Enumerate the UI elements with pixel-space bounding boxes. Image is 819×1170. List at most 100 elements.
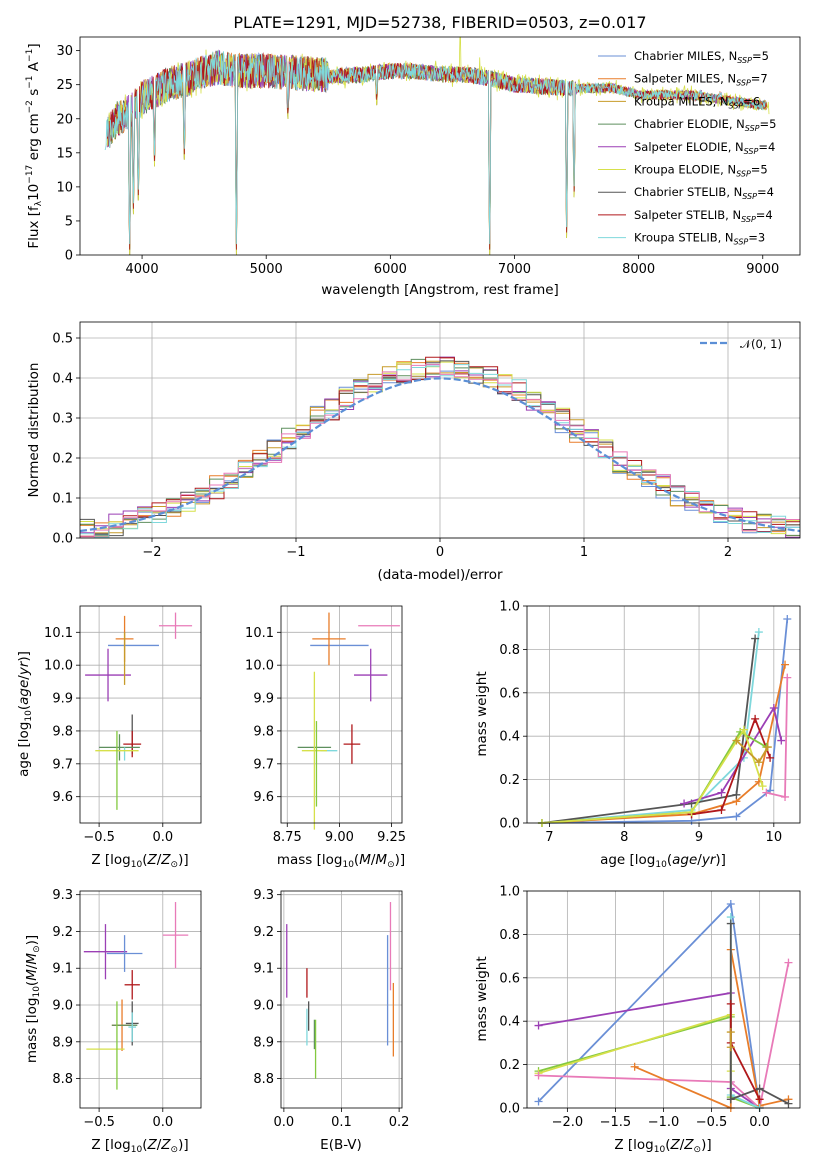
age-vs-mass-errorbar-point: [301, 671, 327, 830]
mass-weight-vs-z-axes-frame: [526, 890, 801, 1109]
spectrum-x-tick-label: 8000: [622, 262, 655, 277]
age-vs-mass-grid: [281, 606, 402, 823]
spectrum-legend-label: Kroupa ELODIE, NSSP=5: [634, 163, 768, 179]
age-vs-z-y-label: age [log10(age/yr)]: [16, 651, 34, 777]
mass-vs-ebv-panel: 0.0 0.1 0.2 8.8 8.9 9.0 9.1 9.2 9.3 E(B-V): [253, 888, 409, 1153]
mass-weight-vs-age-series-marker: [762, 788, 771, 797]
mass-weight-vs-z-series-line: [538, 962, 790, 1110]
mass-vs-z-errorbars: [83, 902, 189, 1090]
age-vs-z-y-tick-label: 9.9: [52, 692, 73, 707]
mass-vs-z-x-tick-label: 0.0: [152, 1115, 173, 1130]
mass-weight-vs-age-y-tick-label: 1.0: [499, 600, 520, 615]
spectrum-legend-label: Kroupa STELIB, NSSP=3: [634, 231, 765, 247]
mass-weight-vs-age-lines: [537, 615, 792, 827]
mass-vs-z-x-label: Z [log10(Z/Z⊙)]: [91, 1137, 188, 1155]
mass-weight-vs-z-y-tick-label: 0.2: [499, 1058, 520, 1073]
mass-weight-vs-age-series-marker: [781, 792, 790, 801]
age-vs-z-y-tick-label: 9.7: [52, 757, 73, 772]
spectrum-legend-label: Salpeter ELODIE, NSSP=4: [634, 140, 775, 156]
mass-weight-vs-age-series-marker: [751, 634, 760, 643]
mass-weight-vs-age-axes-frame: [526, 605, 801, 824]
spectrum-y-label: Flux [fλ10−17 erg cm−2 s−1 A−1]: [25, 43, 44, 248]
mass-weight-vs-age-series-marker: [777, 736, 786, 745]
histogram-y-tick-label: 0.2: [52, 452, 73, 467]
mass-vs-ebv-ticks: 0.0 0.1 0.2 8.8 8.9 9.0 9.1 9.2 9.3: [253, 888, 409, 1130]
mass-weight-vs-z-y-tick-label: 0.6: [499, 971, 520, 986]
mass-vs-z-errorbar-point: [106, 935, 143, 972]
mass-vs-z-errorbar-point: [83, 924, 128, 980]
mass-weight-vs-age-panel: 7 8 9 10 0.0 0.2 0.4 0.6 0.8 1.0 age [log10(age/y…: [474, 600, 801, 870]
mass-weight-vs-z-x-label: Z [log10(Z/Z⊙)]: [614, 1137, 711, 1155]
spectrum-legend-label: Chabrier ELODIE, NSSP=5: [634, 117, 776, 133]
spectrum-y-tick-label: 25: [56, 78, 73, 93]
histogram-series-step: [80, 360, 800, 537]
mass-weight-vs-z-series-marker: [726, 1043, 735, 1052]
age-vs-z-errorbars: [85, 612, 193, 810]
mass-weight-vs-z-series-marker: [534, 1097, 543, 1106]
age-vs-mass-ticks: 8.75 9.00 9.25 9.6 9.7 9.8 9.9 10.0 10.1: [245, 626, 406, 845]
mass-vs-z-errorbar-point: [124, 970, 140, 1000]
mass-weight-vs-z-series-marker: [784, 1099, 793, 1108]
histogram-legend: 𝒩(0, 1): [700, 337, 782, 351]
mass-weight-vs-age-y-tick-label: 0.2: [499, 773, 520, 788]
age-vs-mass-y-tick-label: 10.1: [245, 626, 274, 641]
histogram-x-tick-label: −1: [286, 545, 305, 560]
age-vs-z-y-tick-label: 10.0: [44, 659, 73, 674]
mass-weight-vs-z-series-marker: [534, 1071, 543, 1080]
mass-vs-z-panel: −0.5 0.0 8.8 8.9 9.0 9.1 9.2 9.3 Z [log10(Z/Z⊙)…: [24, 888, 202, 1155]
mass-weight-vs-z-panel: −2.0 −1.5 −1.0 −0.5 0.0 0.0 0.2 0.4 0.6 0.8 1.0 Z …: [474, 885, 801, 1155]
mass-weight-vs-age-x-tick-label: 7: [545, 830, 553, 845]
mass-vs-z-y-tick-label: 8.8: [52, 1072, 73, 1087]
age-vs-mass-y-tick-label: 9.7: [253, 757, 274, 772]
mass-weight-vs-z-series-marker: [726, 919, 735, 928]
mass-weight-vs-z-series-marker: [726, 1028, 735, 1037]
spectrum-legend: Chabrier MILES, NSSP=5 Salpeter MILES, NS…: [598, 49, 776, 247]
mass-vs-z-errorbar-point: [128, 1012, 137, 1042]
spectrum-x-label: wavelength [Angstrom, rest frame]: [321, 282, 559, 298]
mass-weight-vs-z-series-marker: [630, 1062, 639, 1071]
mass-weight-vs-age-y-label: mass weight: [474, 671, 490, 756]
mass-weight-vs-age-series-marker: [763, 743, 772, 752]
mass-weight-vs-z-x-tick-label: −1.0: [648, 1115, 680, 1130]
mass-weight-vs-z-y-tick-label: 1.0: [499, 885, 520, 900]
age-vs-z-x-tick-label: 0.0: [152, 830, 173, 845]
mass-vs-ebv-grid: [281, 891, 402, 1108]
mass-weight-vs-z-series-marker: [755, 1095, 764, 1104]
mass-vs-ebv-y-tick-label: 9.1: [253, 962, 274, 977]
mass-weight-vs-z-x-tick-label: −2.0: [552, 1115, 584, 1130]
age-vs-mass-errorbar-point: [312, 612, 346, 666]
mass-vs-ebv-y-tick-label: 9.0: [253, 999, 274, 1014]
mass-weight-vs-z-series-marker: [784, 958, 793, 967]
histogram-x-tick-label: −2: [142, 545, 161, 560]
histogram-y-tick-label: 0.3: [52, 412, 73, 427]
mass-vs-z-axes-frame: [79, 890, 202, 1109]
age-vs-z-ticks: −0.5 0.0 9.6 9.7 9.8 9.9 10.0 10.1: [44, 626, 173, 845]
age-vs-z-y-tick-label: 10.1: [44, 626, 73, 641]
mass-vs-z-grid: [80, 891, 201, 1108]
age-vs-mass-y-tick-label: 10.0: [245, 659, 274, 674]
histogram-ticks: −2 −1 0 1 2 0.0 0.1 0.2 0.3 0.4 0.5: [52, 332, 732, 561]
mass-weight-vs-age-x-tick-label: 8: [620, 830, 628, 845]
age-vs-mass-errorbar-point: [354, 648, 388, 702]
histogram-x-tick-label: 1: [580, 545, 588, 560]
mass-weight-vs-age-x-label: age [log10(age/yr)]: [600, 852, 726, 870]
mass-weight-vs-z-x-tick-label: −0.5: [696, 1115, 728, 1130]
age-vs-z-errorbar-point: [123, 730, 142, 758]
mass-vs-z-y-tick-label: 9.3: [52, 888, 73, 903]
spectrum-legend-label: Salpeter MILES, NSSP=7: [634, 72, 768, 88]
age-vs-z-x-tick-label: −0.5: [83, 830, 115, 845]
mass-weight-vs-age-series-marker: [754, 758, 763, 767]
histogram-y-tick-label: 0.4: [52, 372, 73, 387]
mass-vs-z-y-tick-label: 9.1: [52, 962, 73, 977]
mass-weight-vs-age-series-marker: [732, 812, 741, 821]
age-vs-mass-x-label: mass [log10(M/M⊙)]: [277, 852, 405, 870]
mass-weight-vs-age-y-tick-label: 0.0: [499, 817, 520, 832]
mass-weight-vs-age-series-marker: [751, 714, 760, 723]
age-vs-z-grid: [80, 606, 201, 823]
histogram-x-label: (data-model)/error: [377, 567, 503, 583]
mass-weight-vs-age-x-tick-label: 10: [766, 830, 783, 845]
mass-weight-vs-age-series-marker: [732, 790, 741, 799]
mass-vs-ebv-y-tick-label: 9.3: [253, 888, 274, 903]
mass-weight-vs-age-series-marker: [781, 660, 790, 669]
